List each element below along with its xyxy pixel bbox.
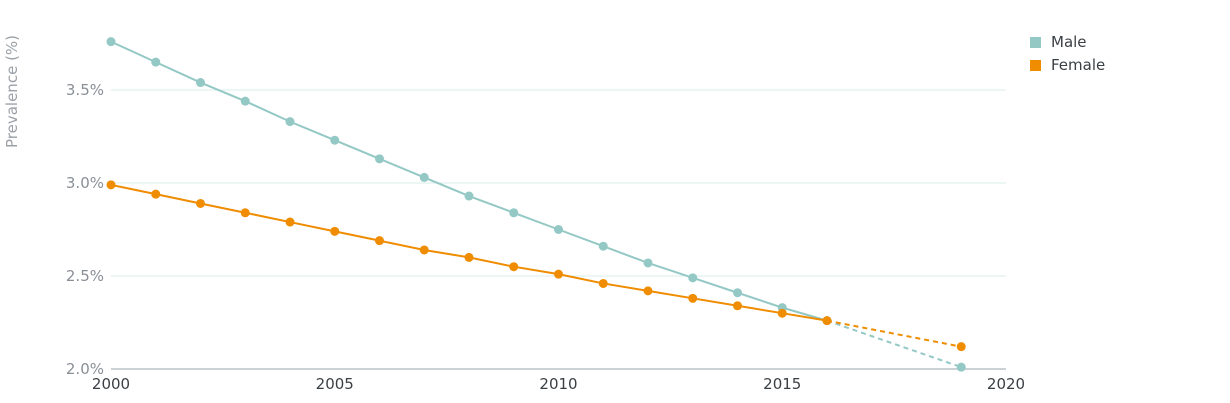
male-data-point bbox=[509, 208, 519, 218]
female-data-point bbox=[643, 286, 653, 296]
female-data-point bbox=[822, 316, 832, 326]
legend: Male Female bbox=[1030, 33, 1105, 74]
male-data-point bbox=[643, 258, 653, 268]
female-data-point bbox=[509, 262, 519, 272]
legend-swatch-male bbox=[1030, 37, 1041, 48]
female-data-point bbox=[375, 236, 384, 246]
male-data-point bbox=[151, 57, 161, 67]
female-data-point bbox=[196, 198, 205, 208]
male-data-point bbox=[375, 154, 384, 164]
female-data-point bbox=[777, 308, 787, 318]
legend-swatch-female bbox=[1030, 60, 1041, 71]
female-data-point bbox=[419, 245, 429, 255]
male-data-point bbox=[196, 78, 205, 88]
male-data-point bbox=[240, 96, 250, 106]
y-tick-label: 3.5% bbox=[66, 81, 104, 99]
female-projection-line bbox=[826, 319, 962, 348]
female-series-line bbox=[110, 183, 828, 322]
female-data-point bbox=[688, 293, 698, 303]
female-data-point bbox=[151, 189, 161, 199]
male-data-point bbox=[733, 288, 742, 298]
male-data-point bbox=[106, 37, 116, 47]
y-tick-label: 3.0% bbox=[66, 174, 104, 192]
female-data-point bbox=[956, 342, 966, 352]
male-data-point bbox=[330, 135, 340, 145]
female-data-point bbox=[733, 301, 742, 311]
x-tick-label: 2010 bbox=[539, 375, 577, 393]
female-data-point bbox=[554, 269, 563, 279]
female-data-point bbox=[285, 217, 295, 227]
x-tick-label: 2015 bbox=[763, 375, 801, 393]
x-tick-label: 2000 bbox=[92, 375, 130, 393]
male-data-point bbox=[464, 191, 474, 201]
x-tick-label: 2005 bbox=[316, 375, 354, 393]
male-data-point bbox=[598, 241, 608, 251]
y-axis-title: Prevalence (%) bbox=[3, 35, 21, 148]
y-axis-ticks: 2.0% 2.5% 3.0% 3.5% bbox=[66, 81, 104, 378]
male-series-line bbox=[110, 40, 828, 322]
female-data-point bbox=[106, 180, 116, 190]
series-group bbox=[106, 37, 966, 372]
y-tick-label: 2.5% bbox=[66, 267, 104, 285]
male-data-point bbox=[285, 117, 295, 127]
grid-lines bbox=[111, 89, 1006, 277]
y-tick-label: 2.0% bbox=[66, 360, 104, 378]
male-data-point bbox=[419, 172, 429, 182]
male-data-point bbox=[956, 362, 966, 372]
female-data-point bbox=[464, 252, 474, 262]
female-data-point bbox=[240, 208, 250, 218]
x-tick-label: 2020 bbox=[987, 375, 1025, 393]
male-data-point bbox=[554, 225, 563, 234]
male-data-point bbox=[688, 273, 698, 283]
legend-label-female: Female bbox=[1051, 56, 1105, 74]
x-axis-ticks: 2000 2005 2010 2015 2020 bbox=[92, 375, 1025, 393]
female-data-point bbox=[330, 226, 340, 236]
legend-label-male: Male bbox=[1051, 33, 1087, 51]
female-data-point bbox=[598, 278, 608, 288]
male-projection-line bbox=[826, 319, 962, 369]
